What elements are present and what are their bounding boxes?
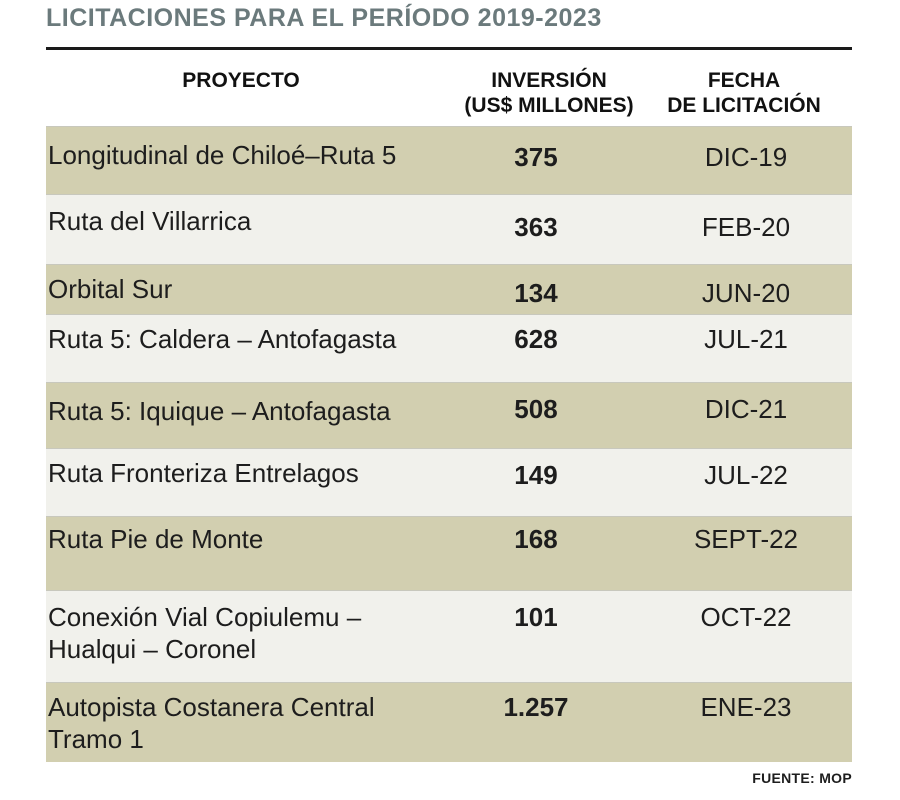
header-project-label: PROYECTO [182, 69, 300, 92]
cell-date: FEB-20 [701, 212, 791, 242]
table-row: Autopista Costanera Central Tramo 1 1.257 E… [46, 682, 852, 762]
header-project: PROYECTO [126, 68, 356, 93]
cell-project: Ruta 5: Caldera – Antofagasta [48, 323, 468, 355]
table-row: Conexión Vial Copiulemu – Hualqui – Coron… [46, 590, 852, 682]
header-investment-line1: INVERSIÓN [491, 69, 607, 92]
header-investment: INVERSIÓN (US$ MILLONES) [429, 68, 669, 118]
cell-date: DIC-19 [704, 142, 788, 172]
cell-project-line2: Hualqui – Coronel [48, 634, 257, 664]
cell-investment: 1.257 [503, 692, 569, 722]
cell-project: Autopista Costanera Central Tramo 1 [48, 691, 468, 755]
cell-project: Ruta 5: Iquique – Antofagasta [48, 395, 468, 427]
cell-project-line1: Orbital Sur [48, 274, 173, 304]
cell-date: JUN-20 [701, 278, 791, 308]
header-investment-line2: (US$ MILLONES) [464, 94, 634, 117]
table-row: Longitudinal de Chiloé–Ruta 5 375 DIC-19 [46, 126, 852, 194]
table-row: Ruta Fronteriza Entrelagos 149 JUL-22 [46, 448, 852, 516]
cell-project-line1: Conexión Vial Copiulemu – [48, 602, 362, 632]
cell-project: Ruta del Villarrica [48, 205, 468, 237]
cell-project: Orbital Sur [48, 273, 468, 305]
table-body: Longitudinal de Chiloé–Ruta 5 375 DIC-19 Ru… [46, 126, 852, 762]
table-row: Ruta 5: Caldera – Antofagasta 628 JUL-21 [46, 314, 852, 382]
cell-date: DIC-21 [704, 394, 788, 424]
cell-investment: 508 [514, 394, 558, 424]
cell-date: SEPT-22 [693, 524, 799, 554]
table-row: Ruta Pie de Monte 168 SEPT-22 [46, 516, 852, 590]
header-date: FECHA DE LICITACIÓN [654, 68, 834, 118]
cell-project: Ruta Pie de Monte [48, 523, 468, 555]
cell-project-line1: Ruta 5: Caldera – Antofagasta [48, 324, 397, 354]
table-title: LICITACIONES PARA EL PERÍODO 2019-2023 [46, 4, 602, 32]
cell-date: JUL-21 [704, 324, 788, 354]
cell-investment: 363 [514, 212, 558, 242]
cell-investment: 168 [514, 524, 558, 554]
header-date-line1: FECHA [707, 69, 781, 92]
table-row: Ruta 5: Iquique – Antofagasta 508 DIC-21 [46, 382, 852, 448]
cell-project-line1: Longitudinal de Chiloé–Ruta 5 [48, 140, 397, 170]
header-date-line2: DE LICITACIÓN [667, 94, 821, 117]
source-note: FUENTE: MOP [752, 770, 852, 786]
cell-date: JUL-22 [704, 460, 788, 490]
cell-investment: 375 [514, 142, 558, 172]
cell-project: Conexión Vial Copiulemu – Hualqui – Coron… [48, 601, 468, 665]
cell-investment: 149 [514, 460, 558, 490]
cell-project-line1: Autopista Costanera Central [48, 692, 375, 722]
table-header: PROYECTO INVERSIÓN (US$ MILLONES) FECHA … [46, 68, 852, 126]
cell-project: Ruta Fronteriza Entrelagos [48, 457, 468, 489]
cell-date: OCT-22 [700, 602, 792, 632]
table-row: Ruta del Villarrica 363 FEB-20 [46, 194, 852, 264]
title-rule [46, 47, 852, 50]
cell-investment: 101 [514, 602, 558, 632]
cell-project-line2: Tramo 1 [48, 724, 144, 754]
cell-project: Longitudinal de Chiloé–Ruta 5 [48, 139, 468, 171]
cell-project-line1: Ruta Pie de Monte [48, 524, 264, 554]
cell-project-line1: Ruta 5: Iquique – Antofagasta [48, 396, 391, 426]
cell-investment: 134 [514, 278, 558, 308]
cell-date: ENE-23 [700, 692, 792, 722]
cell-project-line1: Ruta Fronteriza Entrelagos [48, 458, 359, 488]
cell-project-line1: Ruta del Villarrica [48, 206, 252, 236]
cell-investment: 628 [514, 324, 558, 354]
table-row: Orbital Sur 134 JUN-20 [46, 264, 852, 314]
